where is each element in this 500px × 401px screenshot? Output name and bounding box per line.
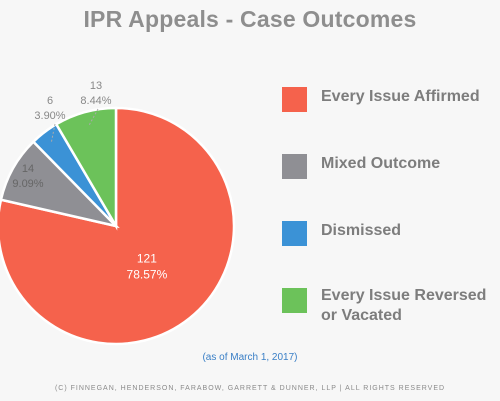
data-label-count-mixed: 14 [22, 163, 34, 175]
legend-label-reversed: Every Issue Reversed or Vacated [321, 287, 487, 324]
legend-item-mixed: Mixed Outcome [282, 154, 440, 179]
leader-line-reversed [88, 108, 99, 127]
data-label-percent-mixed: 9.09% [12, 178, 43, 190]
legend-item-dismissed: Dismissed [282, 221, 401, 246]
legend-label-affirmed: Every Issue Affirmed [321, 88, 480, 105]
data-label-percent-affirmed: 78.57% [127, 268, 168, 282]
data-label-count-affirmed: 121 [137, 252, 157, 266]
date-note: (as of March 1, 2017) [202, 352, 298, 363]
legend-item-reversed: Every Issue Reversed or Vacated [282, 286, 486, 326]
legend-swatch-dismissed [282, 221, 307, 246]
data-label-count-reversed: 13 [90, 80, 102, 92]
legend-label-mixed: Mixed Outcome [321, 155, 441, 172]
data-label-percent-dismissed: 3.90% [34, 110, 65, 122]
legend-label-dismissed: Dismissed [321, 222, 402, 239]
legend-swatch-mixed [282, 154, 307, 179]
data-label-count-dismissed: 6 [47, 95, 53, 107]
legend-swatch-reversed [282, 288, 307, 313]
legend-swatch-affirmed [282, 87, 307, 112]
data-label-percent-reversed: 8.44% [80, 95, 111, 107]
legend-item-affirmed: Every Issue Affirmed [282, 87, 480, 112]
leader-line-dismissed [51, 123, 56, 142]
copyright-footer: (C) FINNEGAN, HENDERSON, FARABOW, GARRET… [54, 385, 446, 392]
chart-title: IPR Appeals - Case Outcomes [83, 6, 417, 32]
pie-slice-reversed [54, 106, 118, 231]
